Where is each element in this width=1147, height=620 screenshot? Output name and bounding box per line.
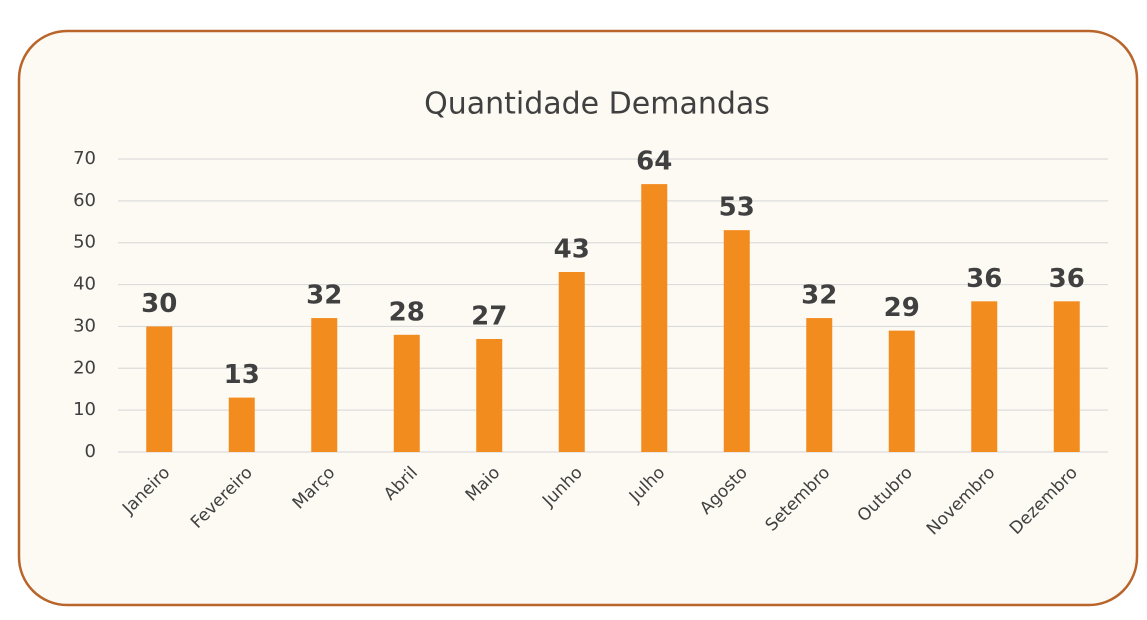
data-label: 36 [966,264,1002,294]
data-label: 53 [719,193,755,223]
data-label: 13 [224,360,260,390]
y-tick-label: 0 [85,441,96,462]
data-label: 36 [1049,264,1085,294]
bar [723,230,750,452]
chart-title: Quantidade Demandas [424,87,770,122]
data-label: 30 [141,289,177,319]
bar [888,330,915,452]
data-label: 32 [306,281,342,311]
y-tick-label: 10 [73,399,96,420]
bar [311,318,338,452]
y-tick-label: 20 [73,357,96,378]
bar [476,338,503,452]
data-label: 27 [471,301,507,331]
bar [558,272,585,452]
y-tick-label: 50 [73,232,96,253]
bar [1053,301,1080,452]
data-label: 32 [801,281,837,311]
bar [641,184,668,452]
bar [971,301,998,452]
bar [806,318,833,452]
y-tick-label: 70 [73,148,96,169]
data-label: 64 [636,147,672,177]
data-label: 28 [389,297,425,327]
y-tick-label: 30 [73,315,96,336]
y-tick-label: 40 [73,274,96,295]
data-label: 43 [554,235,590,265]
bar [228,397,255,452]
bar [146,326,173,452]
bar [393,334,420,452]
data-label: 29 [884,293,920,323]
y-tick-label: 60 [73,190,96,211]
